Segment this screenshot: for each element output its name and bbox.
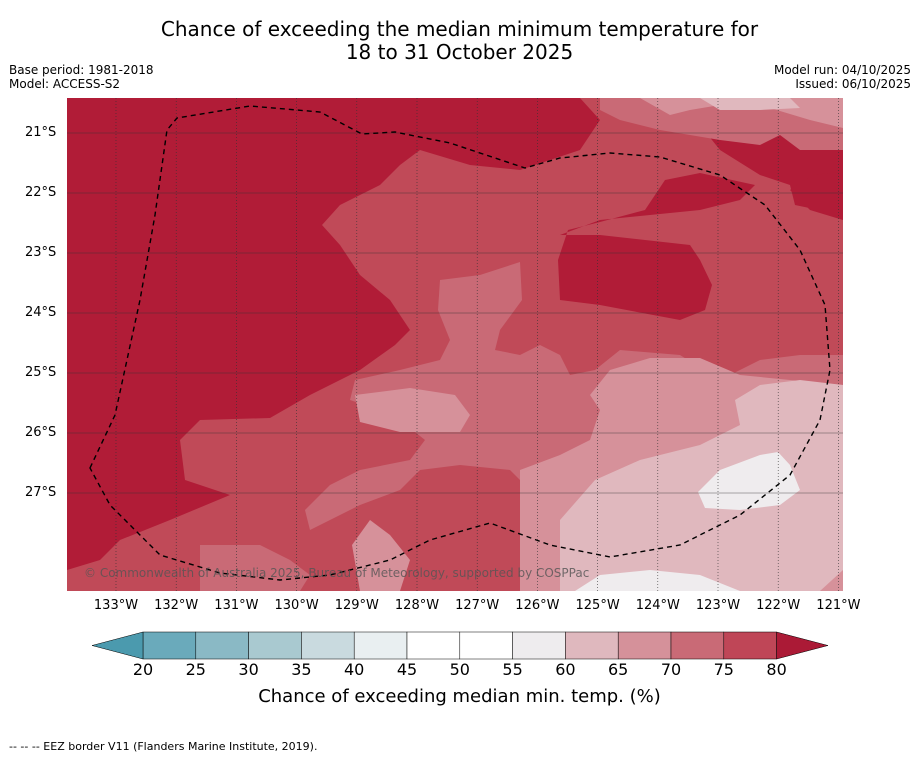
latitude-label: 23°S bbox=[25, 245, 57, 260]
colorbar bbox=[91, 631, 829, 660]
colorbar-tick-label: 75 bbox=[713, 660, 734, 679]
colorbar-tick-label: 65 bbox=[608, 660, 629, 679]
base-period: Base period: 1981-2018 bbox=[9, 63, 154, 77]
eez-border bbox=[89, 105, 831, 581]
eez-footnote: -- -- -- EEZ border V11 (Flanders Marine… bbox=[9, 740, 318, 753]
longitude-label: 132°W bbox=[154, 598, 199, 613]
latitude-label: 26°S bbox=[25, 425, 57, 440]
longitude-label: 130°W bbox=[274, 598, 319, 613]
longitude-label: 131°W bbox=[214, 598, 259, 613]
colorbar-tick-label: 50 bbox=[449, 660, 470, 679]
issued-date: Issued: 06/10/2025 bbox=[795, 77, 911, 91]
latitude-label: 22°S bbox=[25, 185, 57, 200]
colorbar-segment bbox=[512, 631, 566, 660]
contour-map bbox=[67, 98, 843, 591]
colorbar-tick-label: 25 bbox=[185, 660, 206, 679]
region-60-65 bbox=[700, 98, 800, 110]
colorbar-segment bbox=[406, 631, 461, 660]
model-run: Model run: 04/10/2025 bbox=[773, 63, 911, 77]
colorbar-segment bbox=[195, 631, 249, 660]
region-55-60 bbox=[575, 570, 740, 591]
copyright-notice: © Commonwealth of Australia 2025, Bureau… bbox=[84, 566, 590, 580]
colorbar-tick-label: 70 bbox=[660, 660, 682, 679]
colorbar-segment bbox=[353, 631, 408, 660]
colorbar-segment bbox=[723, 631, 777, 660]
region-65-70 bbox=[355, 388, 470, 432]
longitude-label: 133°W bbox=[93, 598, 139, 613]
longitude-label: 123°W bbox=[695, 598, 741, 613]
region-70-75 bbox=[200, 545, 310, 591]
region-55-60 bbox=[698, 452, 800, 510]
colorbar-tick-label: 40 bbox=[344, 660, 365, 679]
longitude-label: 121°W bbox=[816, 598, 861, 613]
region-above-80 bbox=[790, 172, 843, 220]
longitude-label: 127°W bbox=[455, 598, 500, 613]
title-line-2: 18 to 31 October 2025 bbox=[345, 40, 574, 64]
longitude-label: 124°W bbox=[635, 598, 680, 613]
colorbar-tick-label: 55 bbox=[502, 660, 523, 679]
longitude-label: 128°W bbox=[394, 598, 440, 613]
colorbar-segment bbox=[617, 631, 672, 660]
colorbar-tick-label: 30 bbox=[238, 660, 259, 679]
colorbar-tick-label: 80 bbox=[766, 660, 787, 679]
colorbar-segment bbox=[565, 631, 619, 660]
longitude-label: 126°W bbox=[515, 598, 560, 613]
colorbar-segment bbox=[301, 631, 355, 660]
colorbar-segment bbox=[248, 631, 302, 660]
latitude-label: 27°S bbox=[25, 485, 57, 500]
region-60-65 bbox=[560, 380, 843, 591]
colorbar-title: Chance of exceeding median min. temp. (%… bbox=[258, 686, 661, 707]
colorbar-segment bbox=[142, 631, 197, 660]
colorbar-segment bbox=[459, 631, 513, 660]
title-line-1: Chance of exceeding the median minimum t… bbox=[160, 17, 759, 41]
model-info: Base period: 1981-2018 Model: ACCESS-S2 bbox=[9, 63, 154, 91]
colorbar-segment bbox=[670, 631, 725, 660]
gridlines bbox=[67, 98, 843, 591]
model-name: Model: ACCESS-S2 bbox=[9, 77, 121, 91]
colorbar-low-extend bbox=[91, 631, 144, 660]
longitude-label: 125°W bbox=[575, 598, 620, 613]
colorbar-tick-label: 35 bbox=[291, 660, 312, 679]
latitude-label: 24°S bbox=[25, 305, 57, 320]
latitude-label: 21°S bbox=[25, 125, 57, 140]
colorbar-tick-label: 60 bbox=[555, 660, 576, 679]
run-info: Model run: 04/10/2025 Issued: 06/10/2025 bbox=[774, 63, 911, 91]
region-65-70 bbox=[352, 520, 410, 591]
colorbar-tick-label: 45 bbox=[396, 660, 418, 679]
colorbar-high-extend bbox=[776, 631, 829, 660]
chart-title: Chance of exceeding the median minimum t… bbox=[0, 18, 919, 64]
longitude-label: 129°W bbox=[334, 598, 379, 613]
colorbar-tick-label: 20 bbox=[132, 660, 154, 679]
longitude-label: 122°W bbox=[756, 598, 801, 613]
region-above-80 bbox=[558, 173, 755, 320]
latitude-label: 25°S bbox=[25, 365, 57, 380]
